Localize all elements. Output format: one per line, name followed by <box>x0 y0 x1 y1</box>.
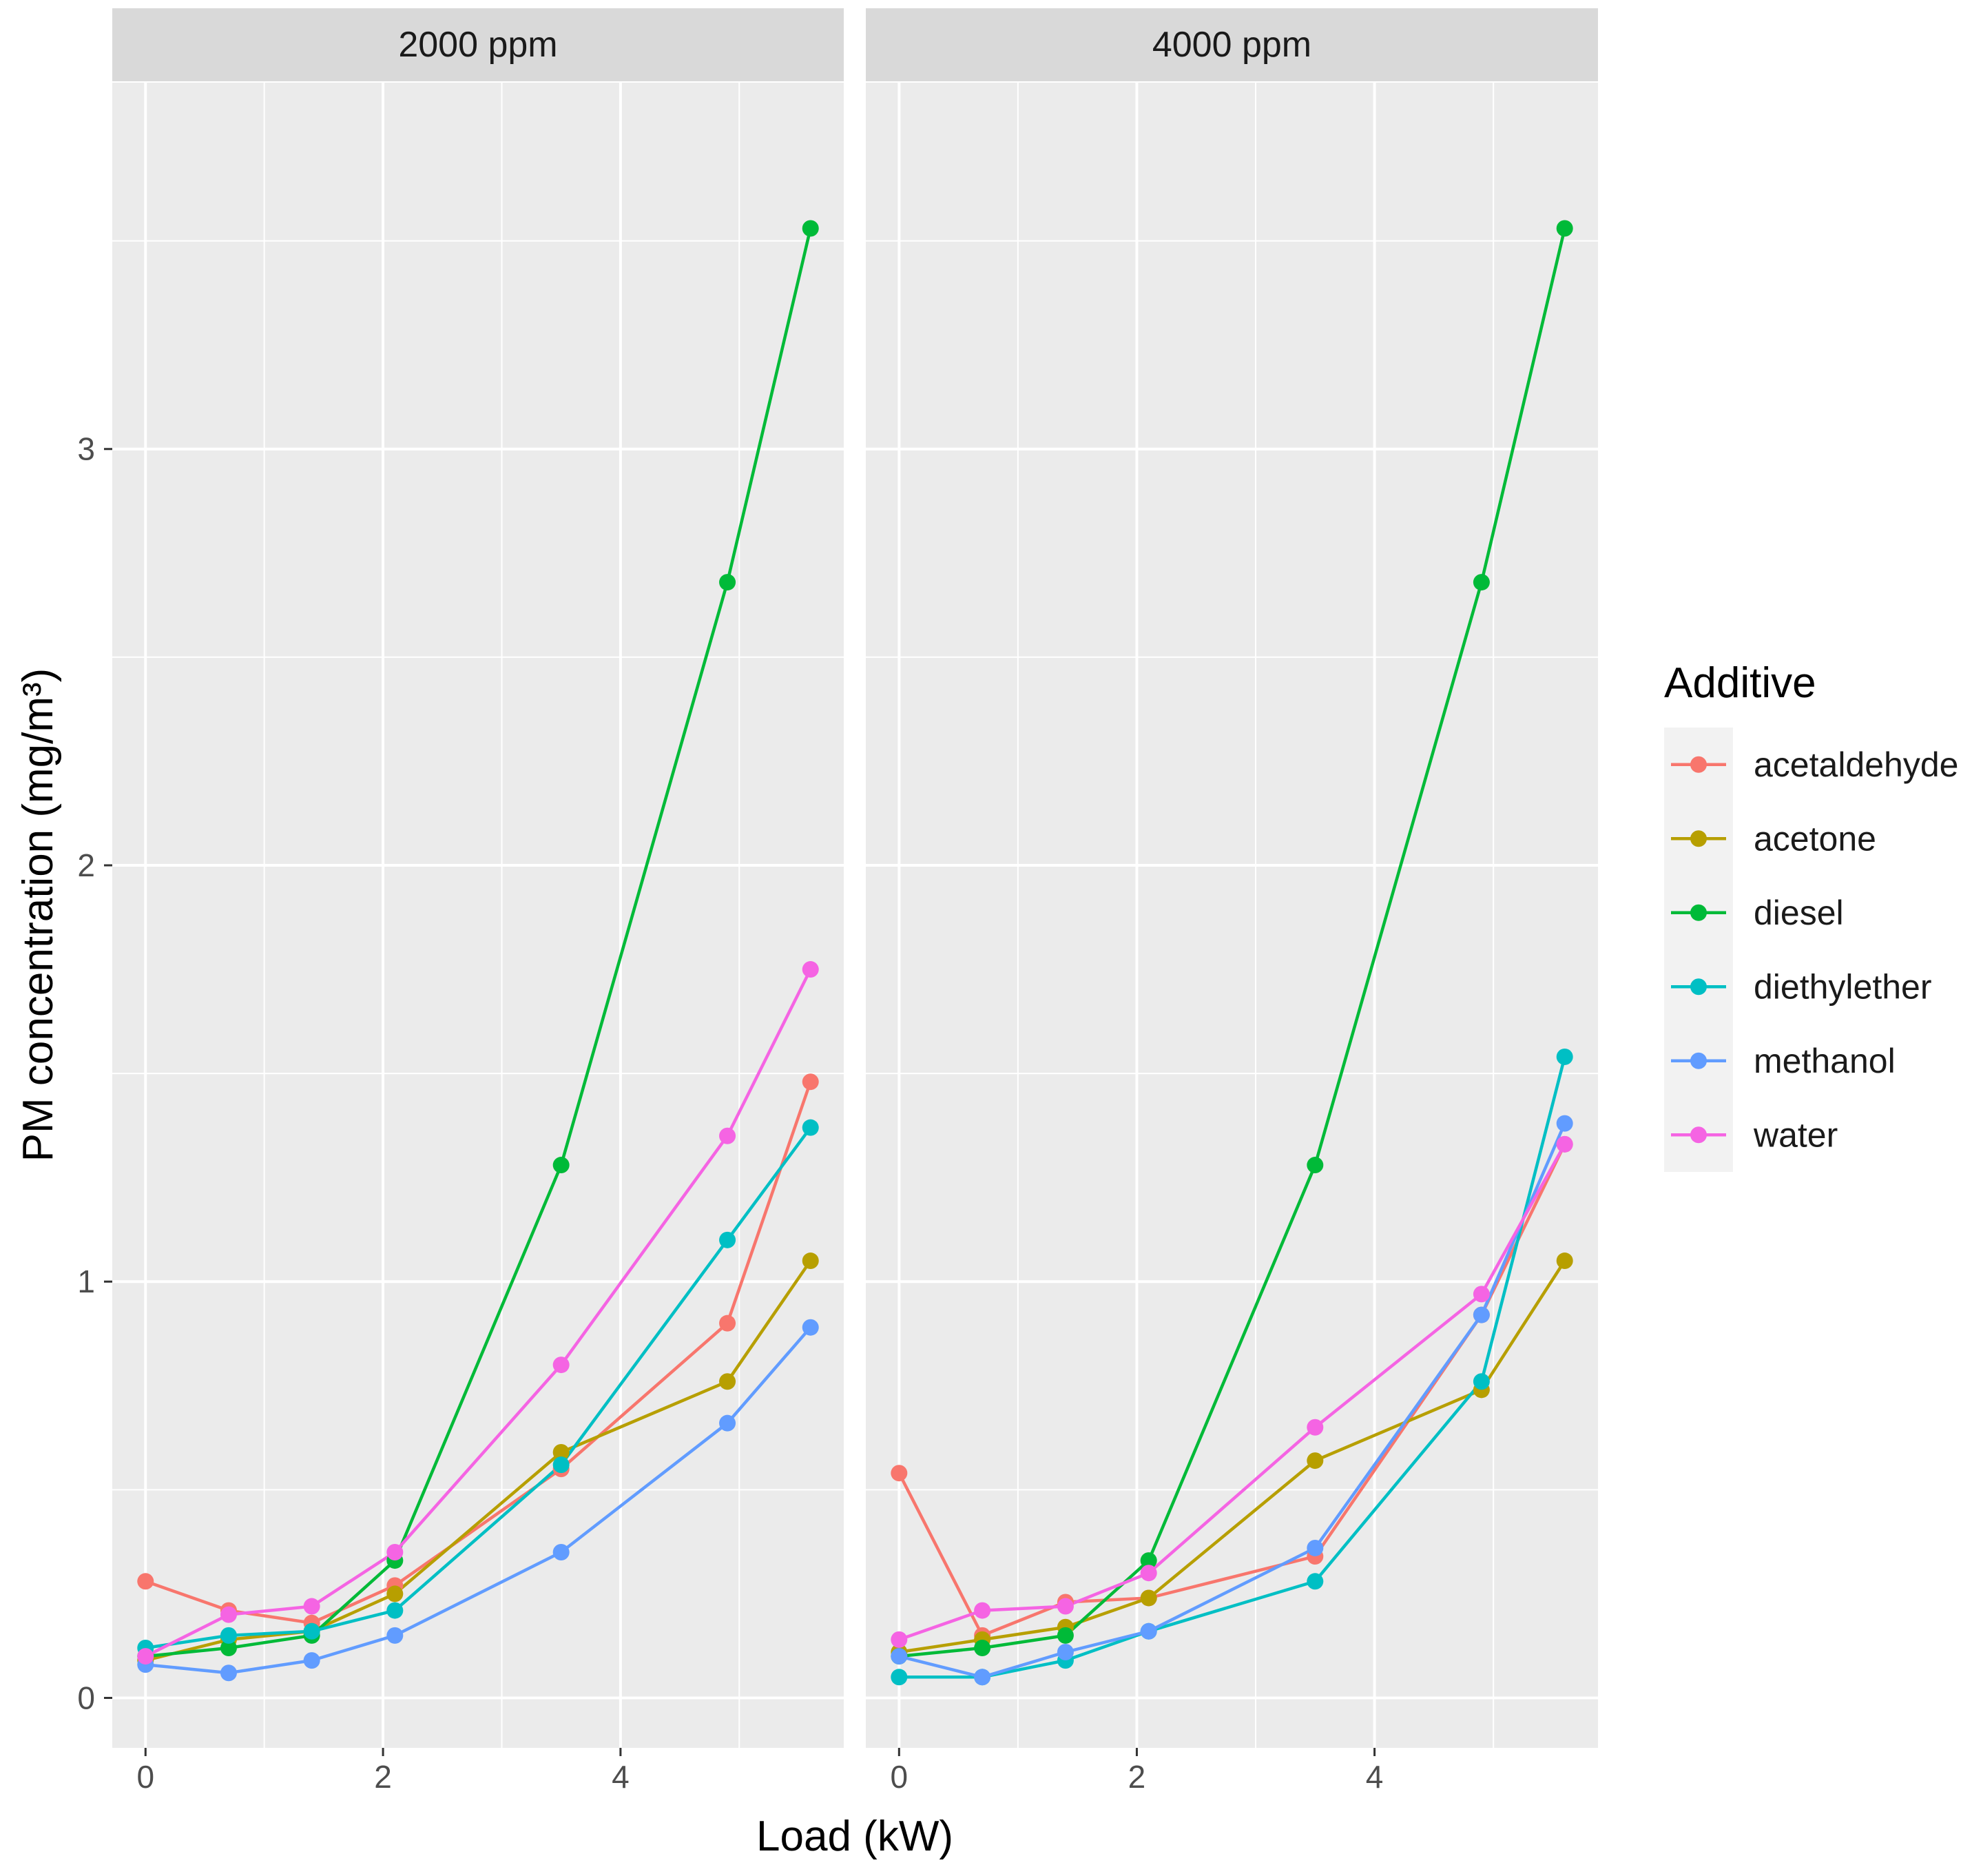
data-point-diethylether <box>719 1231 736 1248</box>
data-point-methanol <box>1057 1644 1074 1661</box>
x-tick-label: 4 <box>612 1759 630 1795</box>
data-point-methanol <box>802 1319 819 1336</box>
y-tick-label: 1 <box>77 1264 95 1299</box>
data-point-diesel <box>1473 574 1490 591</box>
data-point-water <box>137 1648 154 1665</box>
legend-label-water: water <box>1753 1115 1838 1154</box>
legend-key-point <box>1690 1052 1707 1069</box>
y-tick-label: 3 <box>77 431 95 467</box>
data-point-water <box>802 961 819 978</box>
data-point-methanol <box>891 1648 908 1665</box>
data-point-acetone <box>1307 1452 1324 1470</box>
legend-key-point <box>1690 1126 1707 1144</box>
data-point-diesel <box>719 574 736 591</box>
x-tick-label: 4 <box>1366 1759 1384 1795</box>
data-point-acetaldehyde <box>802 1073 819 1091</box>
data-point-diesel <box>552 1157 570 1174</box>
facet-strip <box>866 8 1598 81</box>
x-tick-label: 2 <box>374 1759 392 1795</box>
data-point-diethylether <box>1307 1573 1324 1590</box>
y-tick-label: 0 <box>77 1680 95 1715</box>
data-point-diesel <box>1057 1627 1074 1644</box>
data-point-acetone <box>1140 1589 1157 1607</box>
facet-strip <box>112 8 844 81</box>
y-axis: 0 1 2 3 <box>77 431 112 1715</box>
data-point-water <box>303 1598 320 1615</box>
data-point-acetone <box>802 1253 819 1270</box>
data-point-water <box>1140 1565 1157 1582</box>
data-point-water <box>1307 1419 1324 1436</box>
data-point-water <box>1556 1135 1573 1153</box>
data-point-methanol <box>386 1627 404 1644</box>
data-point-acetaldehyde <box>719 1315 736 1332</box>
data-point-acetone <box>1556 1253 1573 1270</box>
data-point-diesel <box>802 220 819 237</box>
data-point-methanol <box>974 1669 991 1686</box>
data-point-diethylether <box>220 1627 237 1644</box>
data-point-acetone <box>386 1585 404 1602</box>
data-point-diesel <box>1307 1157 1324 1174</box>
data-point-diesel <box>220 1639 237 1656</box>
y-tick-label: 2 <box>77 847 95 883</box>
data-point-acetaldehyde <box>891 1465 908 1482</box>
facet-strip-label: 4000 ppm <box>1152 25 1311 65</box>
data-point-methanol <box>220 1664 237 1682</box>
facet-strip-label: 2000 ppm <box>398 25 557 65</box>
panel-background <box>866 83 1598 1748</box>
data-point-diethylether <box>1556 1048 1573 1065</box>
data-point-water <box>974 1602 991 1619</box>
legend-label-diethylether: diethylether <box>1754 967 1932 1006</box>
legend-key-point <box>1690 756 1707 773</box>
data-point-water <box>386 1544 404 1561</box>
data-point-diethylether <box>303 1622 320 1640</box>
data-point-diesel <box>1556 220 1573 237</box>
legend-label-acetaldehyde: acetaldehyde <box>1754 745 1958 784</box>
data-point-methanol <box>552 1544 570 1561</box>
data-point-diethylether <box>1473 1373 1490 1390</box>
data-point-methanol <box>1140 1622 1157 1640</box>
legend: Additive acetaldehyde acetone diesel diethyl… <box>1664 659 1958 1172</box>
legend-key-point <box>1690 830 1707 847</box>
data-point-water <box>891 1631 908 1648</box>
x-tick-label: 2 <box>1128 1759 1146 1795</box>
data-point-acetone <box>552 1443 570 1461</box>
data-point-diethylether <box>386 1602 404 1619</box>
data-point-acetaldehyde <box>137 1573 154 1590</box>
data-point-diethylether <box>552 1456 570 1474</box>
x-tick-label: 0 <box>891 1759 909 1795</box>
data-point-water <box>552 1357 570 1374</box>
facet-panel-0: 2000 ppm 0 2 4 <box>112 8 844 1795</box>
data-point-water <box>1473 1286 1490 1303</box>
panel-background <box>112 83 844 1748</box>
x-axis-title: Load (kW) <box>756 1813 953 1860</box>
data-point-acetone <box>719 1373 736 1390</box>
data-point-methanol <box>1556 1115 1573 1132</box>
data-point-methanol <box>719 1414 736 1432</box>
data-point-water <box>220 1606 237 1623</box>
data-point-diesel <box>974 1639 991 1656</box>
legend-key-point <box>1690 904 1707 921</box>
legend-label-diesel: diesel <box>1754 894 1844 932</box>
legend-label-acetone: acetone <box>1754 819 1876 858</box>
data-point-diesel <box>1140 1552 1157 1569</box>
legend-key-point <box>1690 978 1707 996</box>
facet-panel-1: 4000 ppm 0 2 4 <box>866 8 1598 1795</box>
data-point-methanol <box>1307 1539 1324 1556</box>
x-tick-label: 0 <box>136 1759 154 1795</box>
data-point-methanol <box>1473 1306 1490 1323</box>
y-axis-title: PM concentration (mg/m³) <box>14 668 62 1162</box>
data-point-methanol <box>303 1652 320 1669</box>
legend-label-methanol: methanol <box>1754 1042 1896 1080</box>
data-point-diethylether <box>802 1119 819 1136</box>
legend-title: Additive <box>1664 659 1816 707</box>
data-point-water <box>719 1127 736 1144</box>
data-point-diethylether <box>891 1669 908 1686</box>
data-point-water <box>1057 1598 1074 1615</box>
